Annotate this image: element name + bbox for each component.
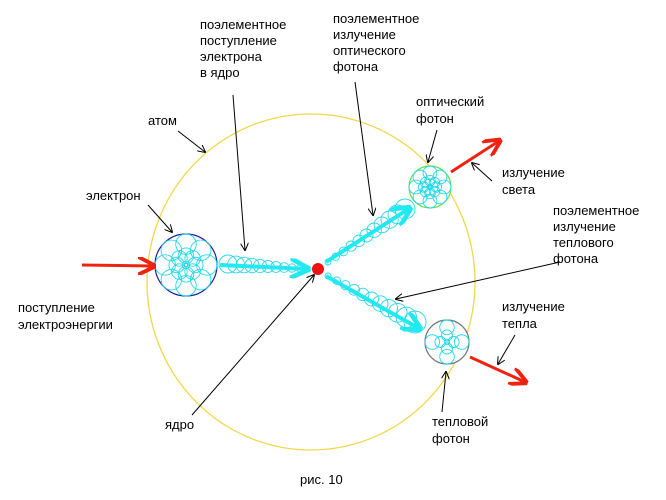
flow-bubble [352, 234, 366, 248]
inner-circle [171, 263, 188, 280]
heat-emission-arrow [469, 355, 525, 382]
caption: рис. 10 [300, 472, 343, 487]
inner-circle [447, 336, 460, 348]
label-input-element: поэлементное поступление электрона в ядро [200, 17, 286, 80]
inner-circle [168, 256, 185, 274]
inner-circle [439, 349, 455, 365]
label-heat-emission: излучение тепла [502, 299, 565, 331]
inner-circle [171, 250, 188, 267]
inner-circle [160, 239, 182, 261]
inner-circle [434, 336, 447, 348]
inner-circle [184, 250, 201, 267]
electron-flow-arrow [219, 265, 308, 269]
inner-circle [441, 329, 453, 342]
inner-circle [424, 334, 440, 350]
label-electron: электрон [86, 188, 141, 203]
label-nucleus: ядро [165, 417, 194, 432]
inner-circle [181, 260, 191, 270]
label-light-emission: излучение света [502, 165, 565, 197]
inner-circle [190, 269, 212, 291]
inner-circle [177, 266, 195, 283]
inner-circle [443, 338, 451, 346]
inner-circle [441, 342, 453, 355]
atom-boundary [146, 113, 476, 451]
electron [154, 233, 218, 297]
label-emit-thermal: поэлементное излучение теплового фотона [553, 203, 639, 266]
flow-bubble [359, 228, 374, 243]
thermal-flow-arrow [325, 274, 420, 329]
nucleus [312, 263, 324, 275]
light-emission-arrow [450, 141, 499, 174]
inner-circle [428, 176, 441, 189]
inner-circle [190, 239, 212, 261]
label-power-input: поступление электроэнергии [18, 300, 113, 332]
optical-flow-arrow [324, 208, 410, 264]
optical-photon [408, 165, 452, 209]
thermal-photon [424, 319, 470, 365]
inner-circle [439, 319, 455, 335]
label-emit-optical: поэлементное излучение оптического фотона [333, 11, 419, 74]
label-atom: атом [148, 113, 177, 128]
pointer-lines [147, 81, 561, 416]
inner-circle [427, 184, 433, 190]
inner-circle [184, 263, 201, 280]
power-input-arrow [81, 265, 153, 266]
inner-circle [187, 256, 204, 274]
inner-circle [454, 334, 470, 350]
label-optical-photon: оптический фотон [416, 94, 484, 126]
inner-circle [177, 247, 195, 264]
label-thermal-photon: тепловой фотон [432, 414, 488, 446]
inner-circle [160, 269, 182, 291]
